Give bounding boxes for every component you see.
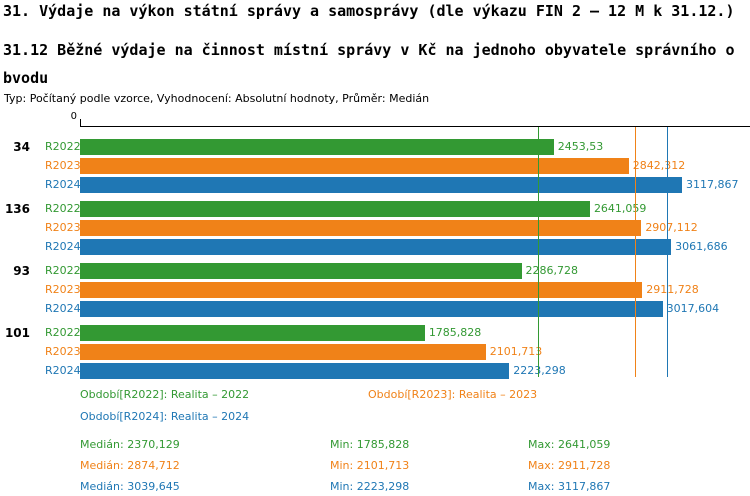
stat-median-r2024: Medián: 3039,645 bbox=[80, 480, 180, 493]
series-label: R2024 bbox=[45, 240, 81, 253]
bar-r2022-101 bbox=[80, 324, 425, 341]
bar-row: R2024 3017,604 bbox=[0, 299, 750, 318]
bar-value-label: 3117,867 bbox=[686, 178, 739, 191]
legend-item-r2023: Období[R2023]: Realita – 2023 bbox=[368, 388, 538, 401]
bar-value-label: 2223,298 bbox=[513, 364, 566, 377]
series-label: R2022 bbox=[45, 140, 81, 153]
series-label: R2023 bbox=[45, 345, 81, 358]
series-label: R2024 bbox=[45, 178, 81, 191]
stats-row-r2024: Medián: 3039,645 Min: 2223,298 Max: 3117… bbox=[80, 476, 750, 496]
series-label: R2022 bbox=[45, 264, 81, 277]
axis-zero-label: 0 bbox=[70, 111, 77, 122]
bar-chart: 0 34 R2022 2453,53 R2023 2842,312 R2024 3117,8… bbox=[0, 110, 750, 384]
bar-track: 2286,728 bbox=[80, 261, 750, 280]
stats-row-r2023: Medián: 2874,712 Min: 2101,713 Max: 2911… bbox=[80, 455, 750, 476]
bar-group-136: 136 R2022 2641,059 R2023 2907,112 R2024 3061,6… bbox=[0, 199, 750, 256]
stat-max-r2024: Max: 3117,867 bbox=[528, 480, 611, 493]
bar-row: R2023 2911,728 bbox=[0, 280, 750, 299]
bar-track: 2842,312 bbox=[80, 156, 750, 175]
bar-track: 2911,728 bbox=[80, 280, 750, 299]
bar-row: 34 R2022 2453,53 bbox=[0, 137, 750, 156]
bar-value-label: 2101,713 bbox=[489, 345, 543, 358]
bar-r2022-34 bbox=[80, 138, 554, 155]
legend-item-r2024: Období[R2024]: Realita – 2024 bbox=[80, 410, 250, 423]
bar-row: 93 R2022 2286,728 bbox=[0, 261, 750, 280]
bar-r2024-93 bbox=[80, 300, 663, 317]
bar-row: R2024 2223,298 bbox=[0, 361, 750, 380]
series-label: R2023 bbox=[45, 283, 81, 296]
bar-track: 2641,059 bbox=[80, 199, 750, 218]
bar-track: 3061,686 bbox=[80, 237, 750, 256]
legend-item-r2022: Období[R2022]: Realita – 2022 bbox=[80, 388, 250, 401]
series-label: R2022 bbox=[45, 326, 81, 339]
bar-track: 3117,867 bbox=[80, 175, 750, 194]
stat-min-r2022: Min: 1785,828 bbox=[330, 438, 410, 451]
axis-line bbox=[80, 126, 750, 127]
series-label: R2023 bbox=[45, 221, 81, 234]
bar-value-label: 2641,059 bbox=[593, 202, 647, 215]
stat-median-r2023: Medián: 2874,712 bbox=[80, 459, 180, 472]
bar-row: 101 R2022 1785,828 bbox=[0, 323, 750, 342]
category-label: 136 bbox=[4, 201, 30, 216]
category-label: 93 bbox=[13, 263, 30, 278]
bar-r2022-136 bbox=[80, 200, 590, 217]
stat-min-r2023: Min: 2101,713 bbox=[330, 459, 410, 472]
bar-r2023-34 bbox=[80, 157, 629, 174]
bar-track: 2453,53 bbox=[80, 137, 750, 156]
stat-median-r2022: Medián: 2370,129 bbox=[80, 438, 180, 451]
series-label: R2024 bbox=[45, 302, 81, 315]
bar-track: 2101,713 bbox=[80, 342, 750, 361]
stat-min-r2024: Min: 2223,298 bbox=[330, 480, 410, 493]
axis-zero-tick bbox=[80, 119, 81, 126]
stats-row-r2022: Medián: 2370,129 Min: 1785,828 Max: 2641… bbox=[80, 434, 750, 455]
bar-track: 1785,828 bbox=[80, 323, 750, 342]
bar-track: 3017,604 bbox=[80, 299, 750, 318]
bar-r2022-93 bbox=[80, 262, 522, 279]
bar-value-label: 2286,728 bbox=[525, 264, 579, 277]
bar-value-label: 2842,312 bbox=[632, 159, 686, 172]
category-label: 101 bbox=[4, 325, 30, 340]
bar-row: R2023 2842,312 bbox=[0, 156, 750, 175]
report-title: 31. Výdaje na výkon státní správy a samo… bbox=[3, 2, 735, 20]
bar-track: 2907,112 bbox=[80, 218, 750, 237]
bar-track: 2223,298 bbox=[80, 361, 750, 380]
bar-group-93: 93 R2022 2286,728 R2023 2911,728 R2024 3017,60… bbox=[0, 261, 750, 318]
bar-row: 136 R2022 2641,059 bbox=[0, 199, 750, 218]
plot-area: 34 R2022 2453,53 R2023 2842,312 R2024 3117,867… bbox=[0, 127, 750, 385]
bar-row: R2023 2907,112 bbox=[0, 218, 750, 237]
bar-row: R2023 2101,713 bbox=[0, 342, 750, 361]
legend-row-2: Období[R2024]: Realita – 2024 bbox=[80, 406, 750, 428]
report-subtitle: 31.12 Běžné výdaje na činnost místní spr… bbox=[3, 41, 735, 87]
series-label: R2022 bbox=[45, 202, 81, 215]
series-label: R2023 bbox=[45, 159, 81, 172]
category-label: 34 bbox=[13, 139, 30, 154]
legend-and-stats: Období[R2022]: Realita – 2022 Období[R20… bbox=[80, 384, 750, 496]
bar-value-label: 3061,686 bbox=[675, 240, 728, 253]
stat-max-r2022: Max: 2641,059 bbox=[528, 438, 611, 451]
bar-r2024-34 bbox=[80, 176, 682, 193]
bar-group-101: 101 R2022 1785,828 R2023 2101,713 R2024 2223,2… bbox=[0, 323, 750, 380]
bar-value-label: 2453,53 bbox=[557, 140, 604, 153]
bar-row: R2024 3061,686 bbox=[0, 237, 750, 256]
bar-group-34: 34 R2022 2453,53 R2023 2842,312 R2024 3117,867 bbox=[0, 137, 750, 194]
stat-max-r2023: Max: 2911,728 bbox=[528, 459, 611, 472]
report-meta: Typ: Počítaný podle vzorce, Vyhodnocení:… bbox=[4, 92, 430, 105]
bar-row: R2024 3117,867 bbox=[0, 175, 750, 194]
bar-r2024-136 bbox=[80, 238, 672, 255]
bar-r2024-101 bbox=[80, 362, 510, 379]
bar-r2023-101 bbox=[80, 343, 486, 360]
bar-r2023-93 bbox=[80, 281, 643, 298]
bar-value-label: 3017,604 bbox=[666, 302, 720, 315]
legend-row-1: Období[R2022]: Realita – 2022 Období[R20… bbox=[80, 384, 750, 406]
bar-value-label: 2911,728 bbox=[646, 283, 699, 296]
bar-r2023-136 bbox=[80, 219, 642, 236]
series-label: R2024 bbox=[45, 364, 81, 377]
bar-value-label: 1785,828 bbox=[428, 326, 482, 339]
bar-value-label: 2907,112 bbox=[645, 221, 698, 234]
